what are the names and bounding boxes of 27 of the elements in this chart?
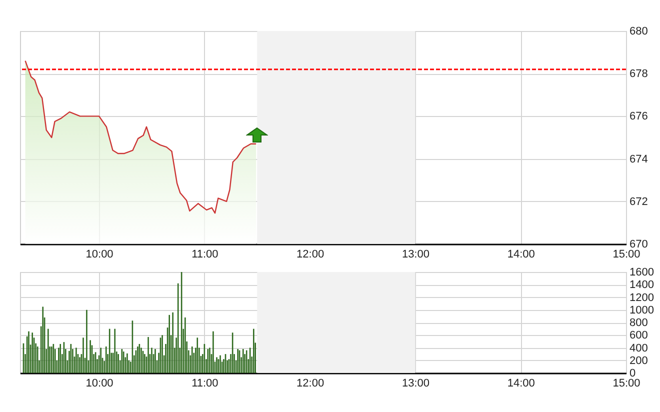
y-tick-label: 0: [630, 368, 636, 380]
x-tick-label: 10:00: [86, 378, 114, 390]
x-tick-label: 14:00: [507, 248, 535, 260]
x-tick-label: 11:00: [192, 378, 218, 390]
x-tick-label: 12:00: [296, 248, 324, 260]
y-tick-label: 672: [630, 196, 648, 208]
y-tick-label: 1000: [630, 304, 654, 316]
y-tick-label: 400: [630, 342, 648, 354]
y-tick-label: 670: [630, 238, 648, 250]
x-tick-label: 12:00: [296, 378, 324, 390]
y-tick-label: 680: [630, 26, 648, 38]
y-tick-label: 1200: [630, 292, 654, 304]
y-tick-label: 600: [630, 330, 648, 342]
y-tick-label: 800: [630, 317, 648, 329]
y-tick-label: 1400: [630, 279, 654, 292]
x-tick-label: 14:00: [507, 378, 535, 390]
y-tick-label: 678: [630, 68, 648, 80]
x-tick-label: 13:00: [402, 248, 430, 260]
x-tick-label: 13:00: [402, 378, 430, 390]
x-tick-label: 15:00: [612, 378, 640, 390]
y-tick-label: 1600: [630, 266, 654, 278]
y-tick-label: 674: [630, 153, 648, 166]
x-tick-label: 11:00: [192, 248, 218, 260]
y-tick-label: 200: [630, 354, 648, 367]
x-tick-label: 15:00: [612, 248, 640, 260]
y-tick-label: 676: [630, 110, 648, 123]
x-tick-label: 10:00: [86, 248, 114, 260]
